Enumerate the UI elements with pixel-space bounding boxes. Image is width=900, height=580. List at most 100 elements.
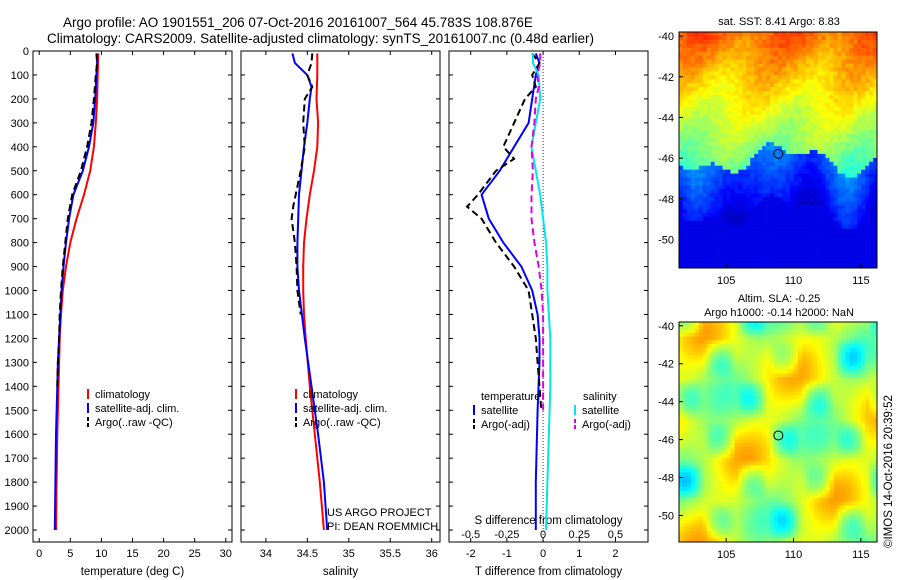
map-cell bbox=[754, 110, 759, 115]
map-cell bbox=[857, 252, 862, 257]
map-cell bbox=[781, 83, 787, 88]
map-cell bbox=[770, 391, 775, 396]
map-cell bbox=[865, 355, 870, 359]
map-cell bbox=[754, 181, 759, 186]
map-cell bbox=[766, 362, 771, 367]
map-cell bbox=[837, 43, 842, 49]
map-cell bbox=[813, 201, 818, 206]
map-cell bbox=[833, 150, 838, 155]
map-cell bbox=[861, 118, 866, 123]
map-cell bbox=[797, 75, 803, 80]
map-cell bbox=[825, 35, 830, 41]
map-cell bbox=[754, 443, 759, 447]
map-cell bbox=[706, 347, 711, 352]
map-cell bbox=[817, 193, 822, 198]
map-cell bbox=[722, 106, 727, 111]
map-cell bbox=[861, 83, 866, 88]
map-cell bbox=[785, 435, 791, 440]
map-cell bbox=[682, 114, 688, 119]
map-cell bbox=[845, 362, 850, 367]
map-cell bbox=[857, 435, 862, 440]
map-cell bbox=[698, 248, 704, 253]
map-cell bbox=[758, 362, 763, 367]
map-cell bbox=[829, 413, 834, 418]
map-cell bbox=[774, 197, 779, 202]
map-cell bbox=[734, 193, 739, 198]
map-cell bbox=[861, 388, 866, 392]
map-cell bbox=[774, 384, 779, 389]
map-cell bbox=[770, 236, 775, 241]
map-cell bbox=[754, 114, 759, 119]
map-cell bbox=[766, 322, 771, 326]
map-cell bbox=[706, 373, 711, 378]
map-cell bbox=[682, 252, 688, 257]
map-cell bbox=[853, 373, 858, 378]
map-cell bbox=[785, 432, 791, 436]
map-cell bbox=[686, 260, 692, 265]
map-cell bbox=[718, 395, 723, 400]
map-cell bbox=[706, 228, 711, 233]
map-cell bbox=[718, 209, 723, 214]
map-cell bbox=[714, 118, 719, 123]
map-cell bbox=[746, 340, 751, 345]
map-cell bbox=[789, 110, 795, 115]
map-cell bbox=[817, 252, 822, 257]
map-cell bbox=[726, 322, 731, 326]
map-cell bbox=[833, 358, 838, 363]
map-cell bbox=[706, 157, 711, 163]
map-cell bbox=[869, 406, 874, 411]
map-cell bbox=[770, 380, 775, 385]
map-cell bbox=[781, 399, 787, 403]
map-cell bbox=[726, 209, 731, 214]
map-cell bbox=[718, 373, 723, 378]
map-cell bbox=[702, 114, 708, 119]
map-cell bbox=[754, 406, 759, 411]
map-cell bbox=[837, 173, 842, 178]
map-cell bbox=[710, 43, 715, 49]
map-cell bbox=[690, 256, 696, 261]
map-cell bbox=[758, 169, 763, 174]
map-cell bbox=[738, 32, 743, 37]
map-cell bbox=[797, 340, 803, 345]
map-cell bbox=[762, 224, 767, 229]
map-cell bbox=[758, 83, 763, 88]
map-cell bbox=[706, 377, 711, 381]
map-cell bbox=[801, 110, 807, 115]
map-cell bbox=[793, 410, 799, 414]
map-cell bbox=[845, 106, 850, 111]
map-cell bbox=[679, 150, 684, 155]
map-cell bbox=[742, 366, 747, 370]
map-cell bbox=[702, 322, 708, 326]
map-cell bbox=[869, 157, 874, 163]
map-cell bbox=[849, 35, 854, 41]
map-cell bbox=[738, 384, 743, 389]
map-cell bbox=[702, 402, 708, 407]
map-cell bbox=[813, 110, 818, 115]
map-cell bbox=[861, 256, 866, 261]
map-cell bbox=[785, 67, 791, 72]
map-cell bbox=[682, 201, 688, 206]
map-cell bbox=[841, 138, 846, 143]
map-cell bbox=[738, 193, 743, 198]
map-cell bbox=[710, 110, 715, 115]
map-cell bbox=[797, 435, 803, 440]
map-cell bbox=[829, 344, 834, 348]
map-cell bbox=[849, 43, 854, 49]
map-cell bbox=[837, 201, 842, 206]
map-cell bbox=[853, 399, 858, 403]
map-cell bbox=[726, 421, 731, 425]
map-cell bbox=[813, 75, 818, 80]
map-cell bbox=[754, 134, 759, 139]
map-cell bbox=[857, 369, 862, 374]
map-cell bbox=[762, 189, 767, 194]
map-cell bbox=[841, 388, 846, 392]
map-cell bbox=[833, 406, 838, 411]
map-cell bbox=[873, 424, 878, 429]
map-cell bbox=[809, 264, 814, 269]
map-cell bbox=[710, 369, 715, 374]
map-cell bbox=[809, 43, 814, 49]
map-cell bbox=[793, 432, 799, 436]
map-cell bbox=[706, 79, 711, 84]
map-cell bbox=[722, 322, 727, 326]
map-cell bbox=[853, 347, 858, 352]
